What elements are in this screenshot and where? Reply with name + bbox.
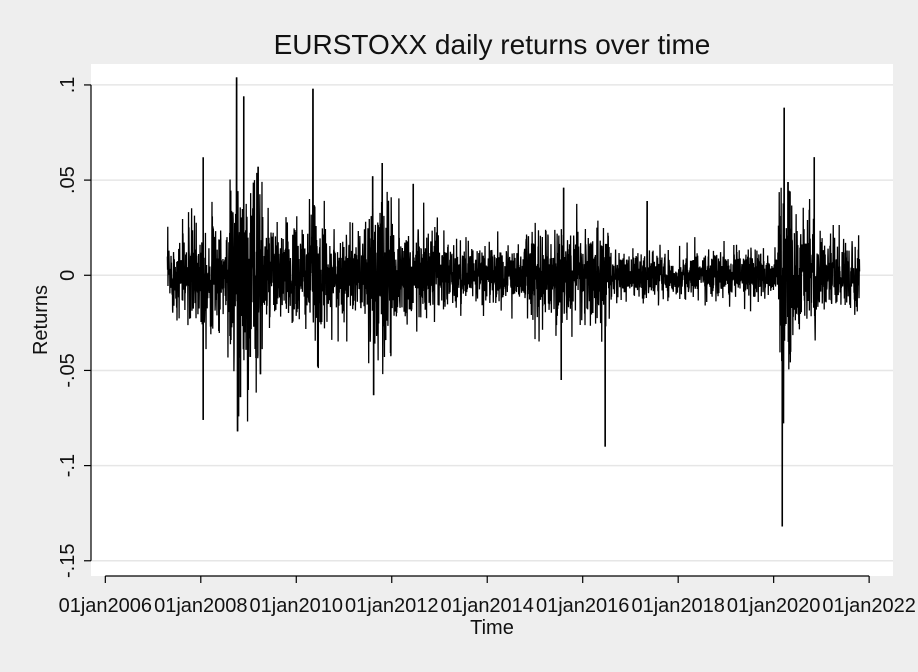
x-tick-label-3: 01jan2012	[345, 595, 438, 617]
x-tick-label-8: 01jan2022	[822, 595, 915, 617]
y-tick-label-1: .05	[57, 166, 79, 194]
x-tick-label-5: 01jan2016	[536, 595, 629, 617]
series-group	[166, 77, 861, 527]
y-axis-label: Returns	[30, 285, 52, 355]
y-tick-label-4: -.1	[57, 454, 79, 477]
y-tick-label-3: -.05	[57, 353, 79, 387]
series-line-returns	[166, 77, 861, 527]
y-tick-label-0: .1	[57, 77, 79, 94]
chart-title: EURSTOXX daily returns over time	[274, 29, 711, 60]
x-tick-label-1: 01jan2008	[154, 595, 247, 617]
x-tick-label-4: 01jan2014	[441, 595, 534, 617]
y-tick-label-5: -.15	[57, 544, 79, 578]
x-tick-label-7: 01jan2020	[727, 595, 820, 617]
x-tick-label-0: 01jan2006	[59, 595, 152, 617]
x-tick-label-6: 01jan2018	[631, 595, 724, 617]
x-axis-label: Time	[470, 617, 514, 639]
y-tick-label-2: 0	[57, 270, 79, 281]
plot-background	[91, 64, 893, 576]
x-tick-label-2: 01jan2010	[250, 595, 343, 617]
